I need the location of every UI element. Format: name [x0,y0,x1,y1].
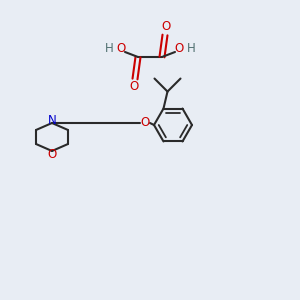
Text: O: O [161,20,171,34]
Text: O: O [174,41,184,55]
Text: H: H [187,41,195,55]
Text: O: O [129,80,139,94]
Text: H: H [105,41,113,55]
Text: O: O [47,148,57,161]
Text: N: N [48,113,56,127]
Text: O: O [116,41,126,55]
Text: O: O [140,116,150,130]
